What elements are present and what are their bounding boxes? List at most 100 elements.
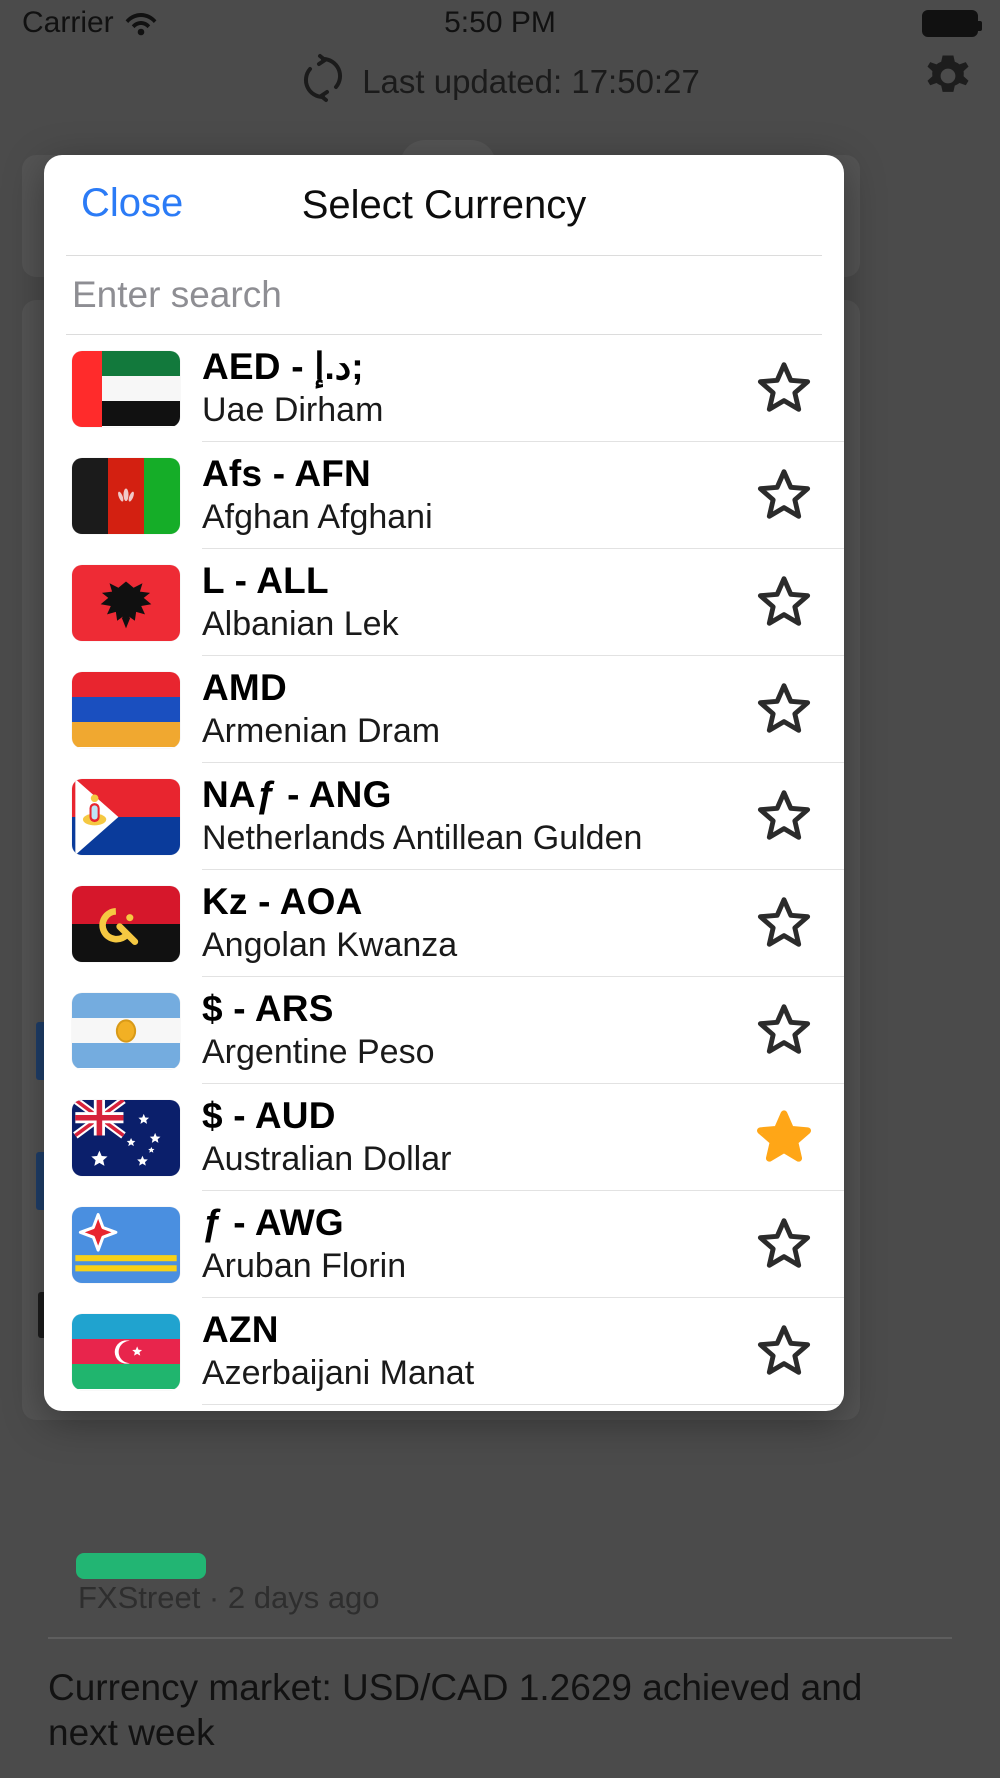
wifi-icon	[124, 10, 158, 36]
currency-code: ƒ - AWG	[202, 1201, 344, 1243]
flag-united-arab-emirates	[72, 350, 180, 427]
flag-angola	[72, 885, 180, 962]
currency-name: Azerbaijani Manat	[202, 1354, 475, 1393]
currency-row[interactable]: $ - ARS Argentine Peso	[44, 977, 844, 1084]
currency-row[interactable]: NAƒ - ANG Netherlands Antillean Gulden	[44, 763, 844, 870]
row-divider	[202, 1404, 844, 1405]
currency-code: NAƒ - ANG	[202, 773, 392, 815]
currency-code: AED - د.إ;	[202, 345, 364, 387]
close-button[interactable]: Close	[81, 181, 184, 225]
currency-code: AMD	[202, 666, 287, 708]
row-divider	[202, 1190, 844, 1191]
flag-afghanistan	[72, 457, 180, 534]
currency-texts: NAƒ - ANG Netherlands Antillean Gulden	[202, 774, 724, 859]
favorite-toggle[interactable]	[724, 679, 844, 741]
favorite-toggle[interactable]	[724, 786, 844, 848]
favorite-toggle[interactable]	[724, 465, 844, 527]
currency-texts: AMD Armenian Dram	[202, 667, 724, 752]
flag-australia	[72, 1099, 180, 1176]
star-outline-icon	[757, 682, 811, 733]
background-green-chip	[76, 1553, 206, 1579]
flag-armenia	[72, 671, 180, 748]
last-updated-label: Last updated: 17:50:27	[362, 63, 700, 100]
star-outline-icon	[757, 1324, 811, 1375]
currency-name: Albanian Lek	[202, 605, 399, 644]
star-outline-icon	[757, 575, 811, 626]
currency-row[interactable]: AZN Azerbaijani Manat	[44, 1298, 844, 1405]
modal-header: Select Currency Close	[44, 155, 844, 255]
currency-name: Angolan Kwanza	[202, 926, 458, 965]
search-divider	[66, 334, 822, 335]
news-divider	[48, 1637, 952, 1639]
currency-row[interactable]: Kz - AOA Angolan Kwanza	[44, 870, 844, 977]
row-divider	[202, 869, 844, 870]
currency-texts: $ - ARS Argentine Peso	[202, 988, 724, 1073]
star-outline-icon	[757, 468, 811, 519]
row-divider	[202, 1297, 844, 1298]
flag-albania	[72, 564, 180, 641]
favorite-toggle[interactable]	[724, 572, 844, 634]
row-divider	[202, 655, 844, 656]
flag-argentina	[72, 992, 180, 1069]
currency-code: $ - AUD	[202, 1094, 336, 1136]
header-divider	[66, 255, 822, 256]
gear-icon[interactable]	[922, 50, 974, 102]
star-outline-icon	[757, 1217, 811, 1268]
currency-name: Netherlands Antillean Gulden	[202, 819, 643, 858]
currency-code: Kz - AOA	[202, 880, 363, 922]
currency-code: Afs - AFN	[202, 452, 371, 494]
currency-code: L - ALL	[202, 559, 329, 601]
currency-name: Armenian Dram	[202, 712, 441, 751]
favorite-toggle[interactable]	[724, 1321, 844, 1383]
currency-texts: AED - د.إ; Uae Dirham	[202, 346, 724, 431]
favorite-toggle[interactable]	[724, 1107, 844, 1169]
background-chip-dark	[38, 1292, 48, 1338]
last-updated-bar: Last updated: 17:50:27	[0, 46, 1000, 118]
currency-row[interactable]: $ - AUD Australian Dollar	[44, 1084, 844, 1191]
star-outline-icon	[757, 1003, 811, 1054]
currency-row[interactable]: L - ALL Albanian Lek	[44, 549, 844, 656]
currency-name: Uae Dirham	[202, 391, 384, 430]
star-filled-icon	[757, 1109, 811, 1162]
currency-texts: AZN Azerbaijani Manat	[202, 1309, 724, 1394]
currency-name: Australian Dollar	[202, 1140, 452, 1179]
news-headline: Currency market: USD/CAD 1.2629 achieved…	[48, 1667, 863, 1754]
currency-code: $ - ARS	[202, 987, 334, 1029]
favorite-toggle[interactable]	[724, 1214, 844, 1276]
favorite-toggle[interactable]	[724, 893, 844, 955]
favorite-toggle[interactable]	[724, 1000, 844, 1062]
search-row[interactable]	[44, 256, 844, 334]
status-bar: Carrier 5:50 PM	[0, 0, 1000, 46]
currency-row[interactable]: ƒ - AWG Aruban Florin	[44, 1191, 844, 1298]
row-divider	[202, 441, 844, 442]
currency-texts: ƒ - AWG Aruban Florin	[202, 1202, 724, 1287]
currency-texts: $ - AUD Australian Dollar	[202, 1095, 724, 1180]
flag-azerbaijan	[72, 1313, 180, 1390]
star-outline-icon	[757, 789, 811, 840]
currency-texts: L - ALL Albanian Lek	[202, 560, 724, 645]
row-divider	[202, 762, 844, 763]
select-currency-modal: Select Currency Close AED - د.إ; Uae Dirh…	[44, 155, 844, 1411]
carrier-label: Carrier	[22, 6, 114, 39]
star-outline-icon	[757, 361, 811, 412]
currency-name: Afghan Afghani	[202, 498, 433, 537]
battery-full-icon	[922, 9, 982, 37]
currency-list: AED - د.إ; Uae Dirham Afs - AFN Afghan Afg…	[44, 335, 844, 1405]
star-outline-icon	[757, 896, 811, 947]
flag-aruba	[72, 1206, 180, 1283]
favorite-toggle[interactable]	[724, 358, 844, 420]
currency-code: AZN	[202, 1308, 279, 1350]
currency-texts: Kz - AOA Angolan Kwanza	[202, 881, 724, 966]
news-source: FXStreet · 2 days ago	[78, 1580, 380, 1615]
row-divider	[202, 1083, 844, 1084]
search-input[interactable]	[72, 274, 816, 316]
currency-name: Argentine Peso	[202, 1033, 435, 1072]
currency-row[interactable]: Afs - AFN Afghan Afghani	[44, 442, 844, 549]
refresh-icon[interactable]	[300, 53, 346, 111]
modal-title: Select Currency	[301, 182, 587, 227]
currency-row[interactable]: AMD Armenian Dram	[44, 656, 844, 763]
row-divider	[202, 976, 844, 977]
flag-sint-maarten	[72, 778, 180, 855]
currency-name: Aruban Florin	[202, 1247, 407, 1286]
currency-row[interactable]: AED - د.إ; Uae Dirham	[44, 335, 844, 442]
